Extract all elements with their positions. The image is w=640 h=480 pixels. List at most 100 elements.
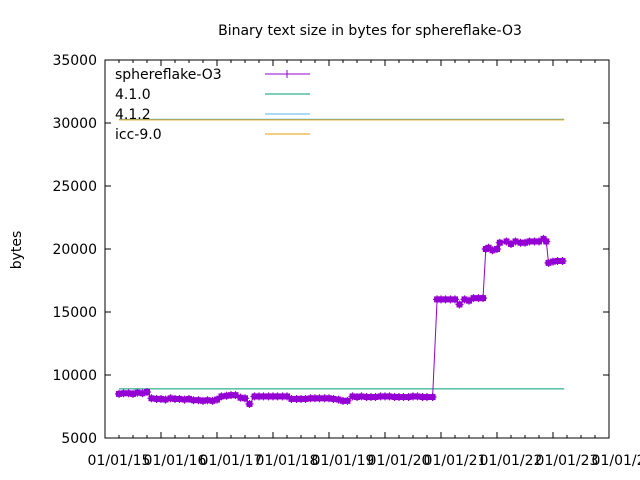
data-point-mark xyxy=(265,393,272,400)
data-point-mark xyxy=(396,394,402,401)
data-point-mark xyxy=(354,394,360,401)
data-point-mark xyxy=(536,238,542,245)
data-point-mark xyxy=(512,238,519,245)
data-point-mark xyxy=(242,395,248,402)
x-tick-label: 01/01/15 xyxy=(88,453,151,469)
data-point-mark xyxy=(246,400,253,407)
y-tick-label: 20000 xyxy=(52,242,97,258)
data-point-mark xyxy=(176,395,183,402)
data-point-mark xyxy=(344,397,351,404)
data-point-mark xyxy=(330,395,337,402)
data-point-mark xyxy=(214,396,220,403)
data-point-mark xyxy=(480,295,486,302)
data-point-mark xyxy=(186,395,192,402)
data-point-mark xyxy=(452,296,458,303)
data-point-mark xyxy=(554,257,561,264)
reference-lines xyxy=(119,118,565,390)
data-point-mark xyxy=(190,397,197,404)
data-point-mark xyxy=(335,396,342,403)
data-point-mark xyxy=(419,394,426,401)
data-point-mark xyxy=(326,395,332,402)
data-point-mark xyxy=(120,390,127,397)
data-point-mark xyxy=(321,395,328,402)
legend-label: sphereflake-O3 xyxy=(115,67,222,83)
data-point-mark xyxy=(181,396,188,403)
data-point-mark xyxy=(372,394,379,401)
x-tick-label: 01/01/21 xyxy=(424,453,487,469)
data-point-mark xyxy=(358,393,365,400)
y-tick-label: 5000 xyxy=(61,431,97,447)
data-point-mark xyxy=(340,397,346,404)
data-point-mark xyxy=(494,246,500,252)
data-point-mark xyxy=(298,395,304,402)
data-point-mark xyxy=(200,397,206,404)
data-point-mark xyxy=(232,392,239,399)
data-point-mark xyxy=(237,394,244,401)
data-point-mark xyxy=(172,395,178,402)
y-axis-label: bytes xyxy=(9,231,25,270)
data-point-mark xyxy=(153,395,160,402)
data-point-mark xyxy=(363,394,370,401)
data-point-mark xyxy=(288,395,295,402)
x-tick-label: 01/01/20 xyxy=(368,453,431,469)
data-point-mark xyxy=(209,397,216,404)
y-tick-label: 25000 xyxy=(52,179,97,195)
data-point-mark xyxy=(284,393,290,400)
data-point-mark xyxy=(559,257,566,264)
data-point-mark xyxy=(307,395,314,402)
legend-label: 4.1.0 xyxy=(115,87,151,103)
y-tick-label: 10000 xyxy=(52,368,97,384)
data-point-mark xyxy=(503,238,510,245)
x-tick-label: 01/01/24 xyxy=(592,453,640,469)
x-tick-label: 01/01/19 xyxy=(312,453,375,469)
data-point-mark xyxy=(543,238,550,245)
data-point-mark xyxy=(312,395,318,402)
data-point-mark xyxy=(545,259,552,266)
data-point-mark xyxy=(456,301,463,308)
data-point-mark xyxy=(424,394,430,401)
data-point-mark xyxy=(522,239,528,246)
legend-label: 4.1.2 xyxy=(115,107,151,123)
data-point-mark xyxy=(470,295,477,302)
plot-border xyxy=(104,59,610,439)
data-point-mark xyxy=(116,390,122,397)
data-point-mark xyxy=(162,396,169,403)
data-point-mark xyxy=(414,393,421,400)
data-point-mark xyxy=(148,395,155,402)
x-tick-labels: 01/01/1501/01/1601/01/1701/01/1801/01/19… xyxy=(88,453,640,469)
data-point-mark xyxy=(531,238,538,245)
data-point-mark xyxy=(316,395,323,402)
data-point-mark xyxy=(377,393,384,400)
data-point-mark xyxy=(496,239,503,246)
data-point-mark xyxy=(405,394,412,401)
y-tick-label: 35000 xyxy=(52,53,97,69)
data-point-mark xyxy=(429,394,436,401)
data-point-mark xyxy=(438,296,444,303)
data-point-mark xyxy=(349,393,356,400)
x-tick-label: 01/01/22 xyxy=(480,453,543,469)
data-point-mark xyxy=(410,393,416,400)
x-tick-label: 01/01/17 xyxy=(200,453,263,469)
legend: sphereflake-O3 4.1.0 4.1.2 icc-9.0 xyxy=(115,67,310,143)
data-point-mark xyxy=(475,295,482,302)
axis-ticks xyxy=(104,59,610,439)
legend-label: icc-9.0 xyxy=(115,127,162,143)
x-tick-label: 01/01/18 xyxy=(256,453,319,469)
data-point-mark xyxy=(447,296,454,303)
data-point-mark xyxy=(489,247,496,254)
data-point-mark xyxy=(293,395,300,402)
y-tick-labels: 5000 10000 15000 20000 25000 30000 35000 xyxy=(52,53,97,447)
data-point-mark xyxy=(526,238,533,245)
data-point-mark xyxy=(260,393,267,400)
data-point-mark xyxy=(125,390,132,397)
data-point-mark xyxy=(195,397,202,404)
data-point-mark xyxy=(228,392,234,399)
data-point-mark xyxy=(550,258,556,265)
data-point-mark xyxy=(167,395,174,402)
data-point-mark xyxy=(382,393,388,400)
data-point-mark xyxy=(251,393,258,400)
data-point-mark xyxy=(204,397,211,404)
data-point-mark xyxy=(391,394,398,401)
data-point-mark xyxy=(134,389,141,396)
